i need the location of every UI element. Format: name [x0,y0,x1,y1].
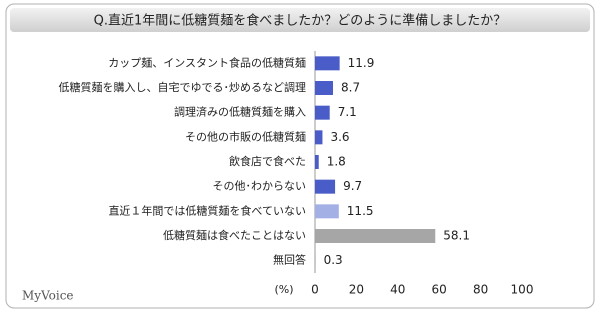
category-label: その他の市販の低糖質麺 [185,129,306,143]
value-label: 3.6 [330,130,349,144]
x-tick-label: 60 [432,283,447,297]
bar [315,229,436,243]
category-label: 低糖質麺を購入し、自宅でゆでる･炒めるなど調理 [59,80,307,94]
x-tick-label: 80 [473,283,488,297]
category-label: 低糖質麺は食べたことはない [163,228,306,242]
bar [315,81,334,95]
bar [315,179,336,194]
value-label: 9.7 [343,179,362,193]
x-tick-label: 20 [349,283,364,297]
bar [315,204,339,219]
category-label: 無回答 [273,253,306,267]
value-label: 7.1 [338,105,357,119]
unit-label: (%) [274,283,293,296]
bar [315,56,340,71]
bar [315,253,316,268]
chart-title: Q.直近1年間に低糖質麺を食べましたか？どのように準備しましたか？ [94,13,507,29]
title-bar [10,8,590,32]
value-label: 58.1 [443,229,470,243]
value-label: 11.9 [348,56,375,70]
bar [315,130,323,145]
x-tick-label: 100 [511,283,534,297]
value-label: 11.5 [347,204,374,218]
category-label: カップ麺、インスタント食品の低糖質麺 [108,55,306,69]
bar [315,105,330,120]
x-tick-label: 40 [390,283,405,297]
category-label: 調理済みの低糖質麺を購入 [174,105,306,119]
x-tick-label: 0 [311,283,319,297]
category-label: 直近１年間では低糖質麺を食べていない [108,203,306,217]
frame [5,3,595,309]
value-label: 0.3 [324,253,343,267]
category-label: その他･わからない [213,180,307,193]
bar [315,155,319,169]
category-label: 飲食店で食べた [229,154,306,168]
value-label: 1.8 [327,155,346,169]
logo: MyVoice [22,289,74,303]
value-label: 8.7 [341,81,360,95]
